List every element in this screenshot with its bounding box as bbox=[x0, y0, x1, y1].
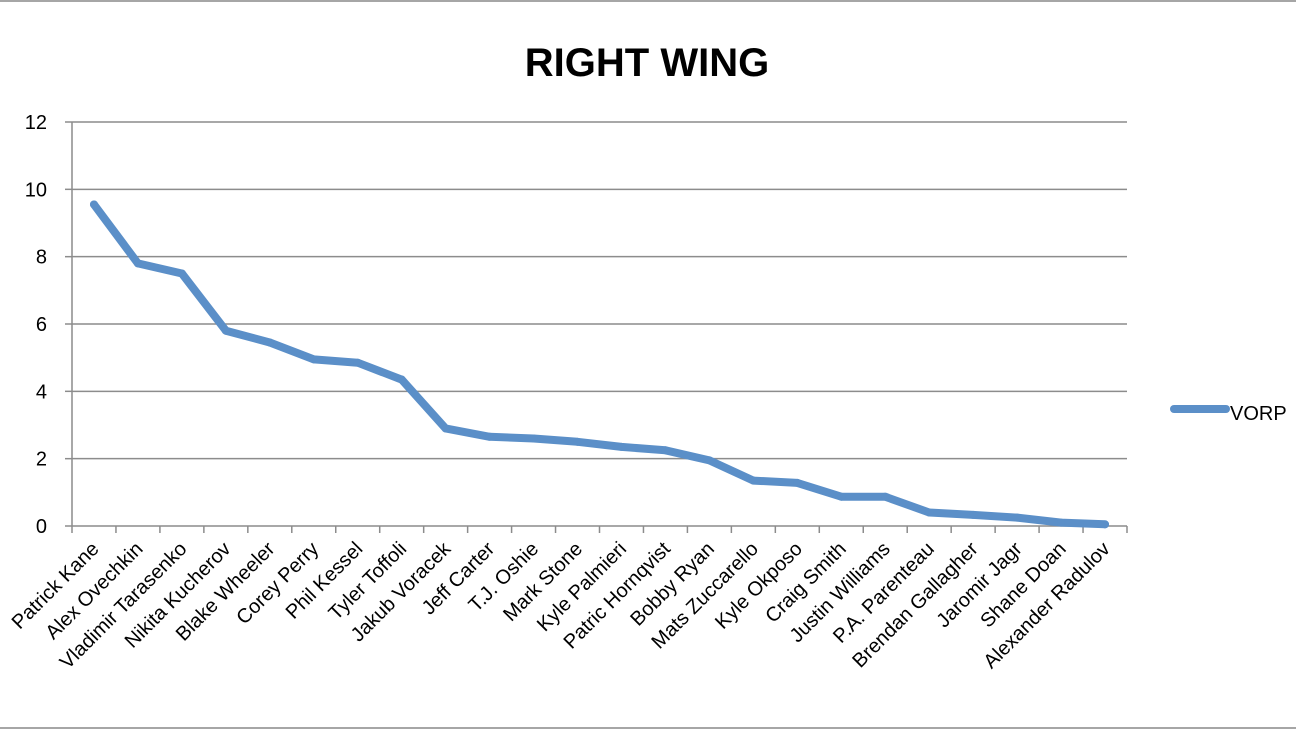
data-point bbox=[749, 476, 758, 485]
y-tick-label: 0 bbox=[36, 516, 47, 538]
legend: VORP bbox=[1170, 403, 1287, 425]
data-point bbox=[529, 434, 538, 443]
data-point bbox=[925, 508, 934, 517]
series-layer bbox=[89, 200, 1110, 529]
chart-title: RIGHT WING bbox=[525, 41, 769, 85]
y-tick-label: 6 bbox=[36, 314, 47, 336]
data-point bbox=[441, 424, 450, 433]
data-point bbox=[661, 446, 670, 455]
legend-label-vorp: VORP bbox=[1230, 403, 1287, 425]
data-point bbox=[881, 492, 890, 501]
data-point bbox=[793, 478, 802, 487]
gridlines bbox=[65, 121, 1127, 527]
y-tick-label: 12 bbox=[25, 112, 47, 134]
data-point bbox=[265, 338, 274, 347]
data-point bbox=[1057, 518, 1066, 527]
data-point bbox=[617, 442, 626, 451]
data-point bbox=[221, 326, 230, 335]
y-axis-tick-labels: 0 2 4 6 8 10 12 bbox=[25, 112, 47, 538]
data-point bbox=[353, 358, 362, 367]
y-tick-label: 8 bbox=[36, 247, 47, 269]
series-line-vorp bbox=[90, 200, 1109, 529]
y-tick-label: 10 bbox=[25, 179, 47, 201]
data-point bbox=[705, 456, 714, 465]
data-point bbox=[485, 432, 494, 441]
data-point bbox=[573, 437, 582, 446]
data-point bbox=[89, 200, 98, 209]
data-point bbox=[309, 355, 318, 364]
data-point bbox=[133, 259, 142, 268]
data-point bbox=[1013, 513, 1022, 522]
axes bbox=[71, 122, 1128, 533]
data-point bbox=[969, 510, 978, 519]
data-point bbox=[837, 492, 846, 501]
data-point bbox=[177, 269, 186, 278]
y-tick-label: 2 bbox=[36, 449, 47, 471]
y-tick-label: 4 bbox=[36, 381, 47, 403]
data-point bbox=[1101, 520, 1110, 529]
data-point bbox=[397, 375, 406, 384]
